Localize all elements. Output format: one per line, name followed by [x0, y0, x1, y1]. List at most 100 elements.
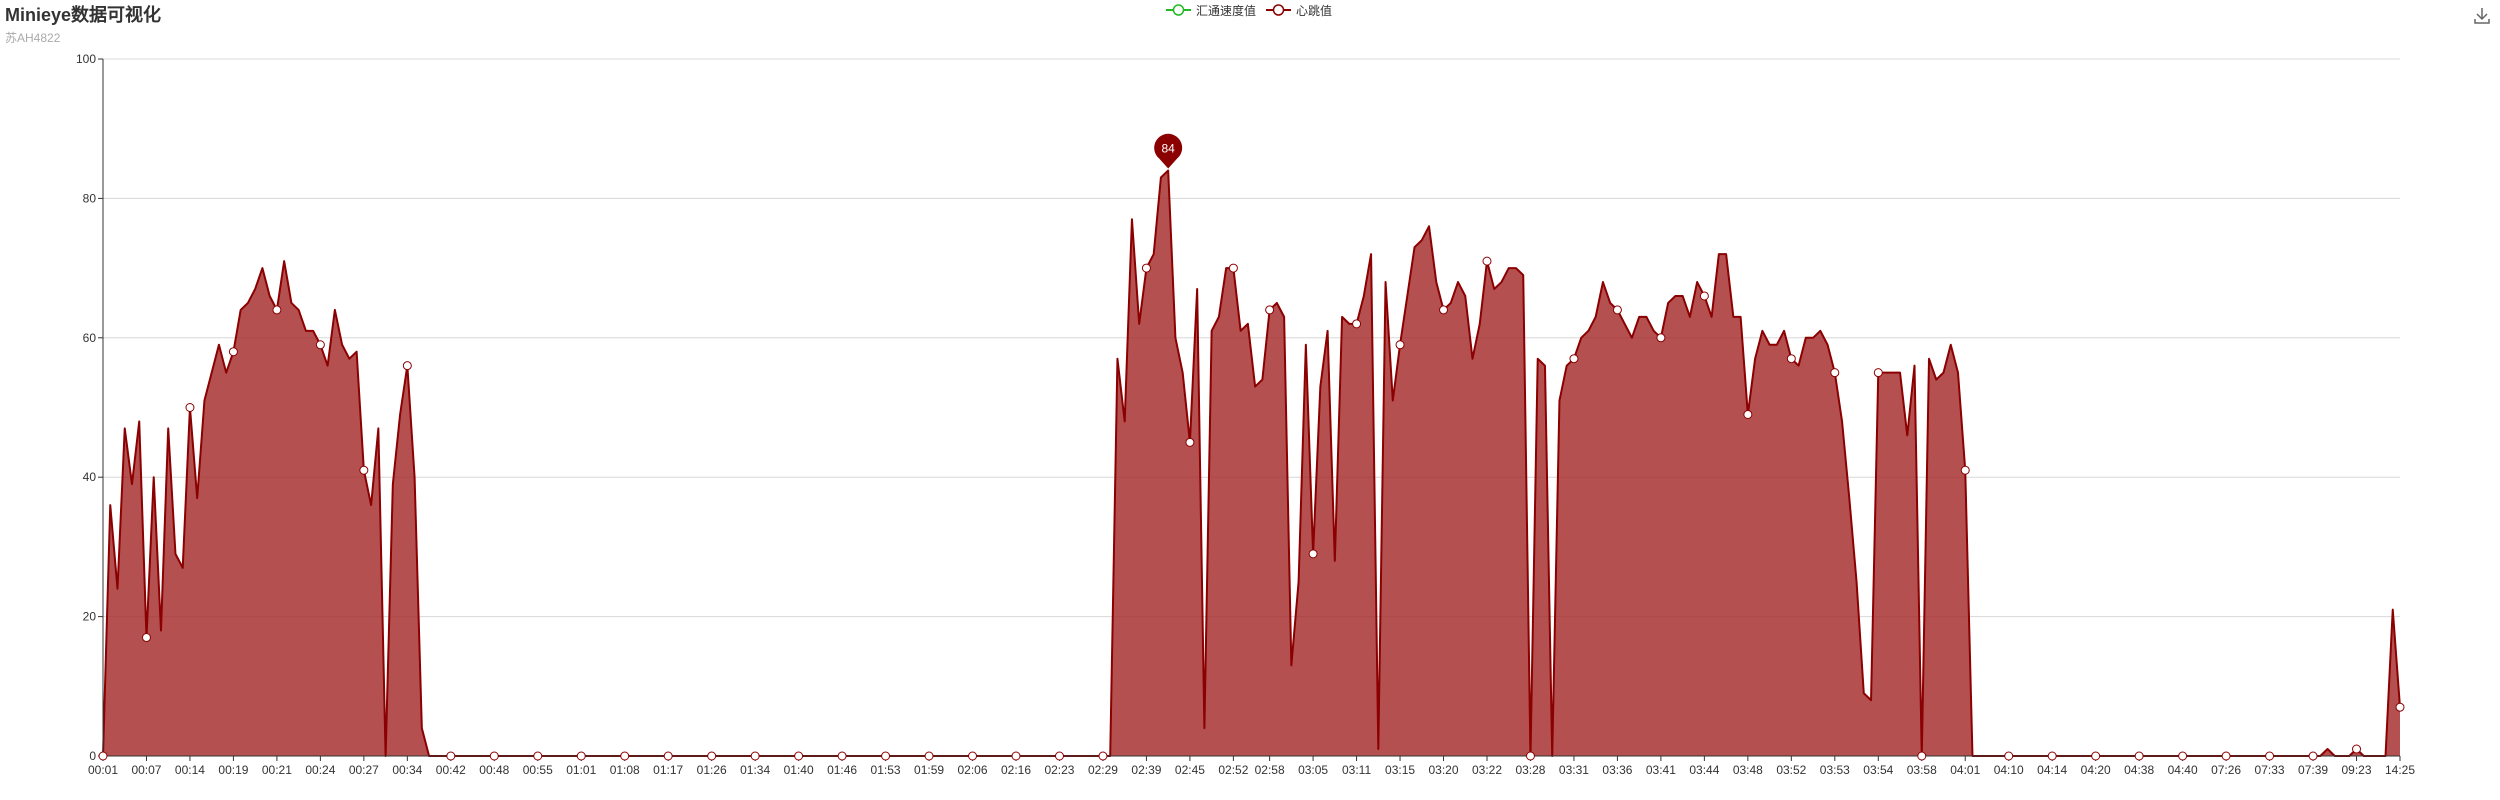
data-point	[2395, 702, 2405, 712]
data-point	[533, 751, 543, 761]
x-tick-label: 01:46	[827, 763, 857, 777]
x-tick-label: 01:17	[653, 763, 683, 777]
data-point	[228, 347, 238, 357]
x-tick-label: 04:10	[1994, 763, 2024, 777]
data-point	[837, 751, 847, 761]
data-point	[924, 751, 934, 761]
data-point	[1786, 354, 1796, 364]
data-point	[968, 751, 978, 761]
x-tick-label: 01:08	[610, 763, 640, 777]
x-tick-label: 02:23	[1044, 763, 1074, 777]
x-tick-label: 02:45	[1175, 763, 1205, 777]
x-tick-label: 00:24	[305, 763, 335, 777]
data-point	[2308, 751, 2318, 761]
y-tick-label: 40	[83, 470, 97, 484]
data-point	[2265, 751, 2275, 761]
x-tick-label: 03:15	[1385, 763, 1415, 777]
data-point	[446, 751, 456, 761]
tick-labels: 0 20 40 60 80 100 00:01 00:07 00:14 00:19 00:21 00:…	[76, 52, 2415, 777]
data-point	[1185, 437, 1195, 447]
x-tick-label: 03:11	[1342, 763, 1371, 777]
data-point	[1395, 340, 1405, 350]
x-tick-label: 02:16	[1001, 763, 1031, 777]
x-tick-label: 03:58	[1907, 763, 1937, 777]
data-point	[1917, 751, 1927, 761]
x-tick-label: 01:26	[697, 763, 727, 777]
x-tick-label: 00:14	[175, 763, 205, 777]
chart-title: Minieye数据可视化	[5, 5, 162, 25]
data-point	[402, 361, 412, 371]
x-tick-label: 02:39	[1131, 763, 1161, 777]
data-point	[1352, 319, 1362, 329]
data-point	[1830, 368, 1840, 378]
max-marker-label: 84	[1161, 142, 1175, 156]
x-tick-label: 03:41	[1646, 763, 1676, 777]
x-tick-label: 04:20	[2081, 763, 2111, 777]
data-point	[620, 751, 630, 761]
data-point	[663, 751, 673, 761]
x-tick-label: 00:21	[262, 763, 292, 777]
data-point	[1525, 751, 1535, 761]
y-tick-label: 0	[89, 749, 96, 763]
data-point	[1265, 305, 1275, 315]
download-icon[interactable]	[2472, 6, 2492, 26]
data-point	[1960, 465, 1970, 475]
x-tick-label: 02:29	[1088, 763, 1118, 777]
x-tick-label: 03:36	[1602, 763, 1632, 777]
legend: 汇通速度值 心跳值	[1166, 1, 1332, 19]
x-tick-label: 01:59	[914, 763, 944, 777]
x-tick-label: 00:48	[479, 763, 509, 777]
x-tick-label: 00:07	[131, 763, 161, 777]
x-tick-label: 04:14	[2037, 763, 2067, 777]
x-tick-label: 00:55	[523, 763, 553, 777]
x-tick-label: 07:26	[2211, 763, 2241, 777]
data-point	[1228, 263, 1238, 273]
data-point	[98, 751, 108, 761]
x-tick-label: 03:05	[1298, 763, 1328, 777]
data-point	[1098, 751, 1108, 761]
data-point	[2047, 751, 2057, 761]
data-point	[794, 751, 804, 761]
x-tick-label: 01:40	[784, 763, 814, 777]
max-marker-pin	[1154, 133, 1183, 169]
data-point	[489, 751, 499, 761]
data-point	[1743, 409, 1753, 419]
data-point	[2134, 751, 2144, 761]
y-tick-label: 80	[83, 191, 97, 205]
data-point	[2004, 751, 2014, 761]
x-tick-label: 07:33	[2255, 763, 2285, 777]
data-point	[707, 751, 717, 761]
x-tick-label: 00:01	[88, 763, 118, 777]
x-tick-label: 03:22	[1472, 763, 1502, 777]
data-point	[1656, 333, 1666, 343]
legend-item-speed[interactable]: 汇通速度值	[1166, 2, 1256, 19]
x-tick-label: 03:44	[1689, 763, 1719, 777]
x-tick-label: 07:39	[2298, 763, 2328, 777]
data-point	[881, 751, 891, 761]
data-point	[272, 305, 282, 315]
legend-label-heartbeat: 心跳值	[1296, 3, 1333, 18]
legend-label-speed: 汇通速度值	[1196, 3, 1257, 18]
x-tick-label: 01:01	[566, 763, 596, 777]
markers: 84	[98, 133, 2405, 761]
x-tick-label: 03:20	[1429, 763, 1459, 777]
data-point	[315, 340, 325, 350]
x-tick-label: 04:40	[2168, 763, 2198, 777]
x-tick-label: 00:42	[436, 763, 466, 777]
x-tick-label: 14:25	[2385, 763, 2415, 777]
x-tick-label: 00:34	[392, 763, 422, 777]
y-tick-label: 20	[83, 610, 97, 624]
data-point	[1612, 305, 1622, 315]
data-point	[1439, 305, 1449, 315]
data-point	[1699, 291, 1709, 301]
x-tick-label: 00:27	[349, 763, 379, 777]
data-point	[1482, 256, 1492, 266]
x-tick-label: 03:54	[1863, 763, 1893, 777]
legend-heartbeat-icon	[1266, 4, 1292, 16]
legend-item-heartbeat[interactable]: 心跳值	[1266, 2, 1332, 19]
data-point	[185, 403, 195, 412]
data-point	[1308, 549, 1318, 559]
data-point	[2091, 751, 2101, 761]
x-tick-label: 03:52	[1776, 763, 1806, 777]
x-tick-label: 00:19	[218, 763, 248, 777]
